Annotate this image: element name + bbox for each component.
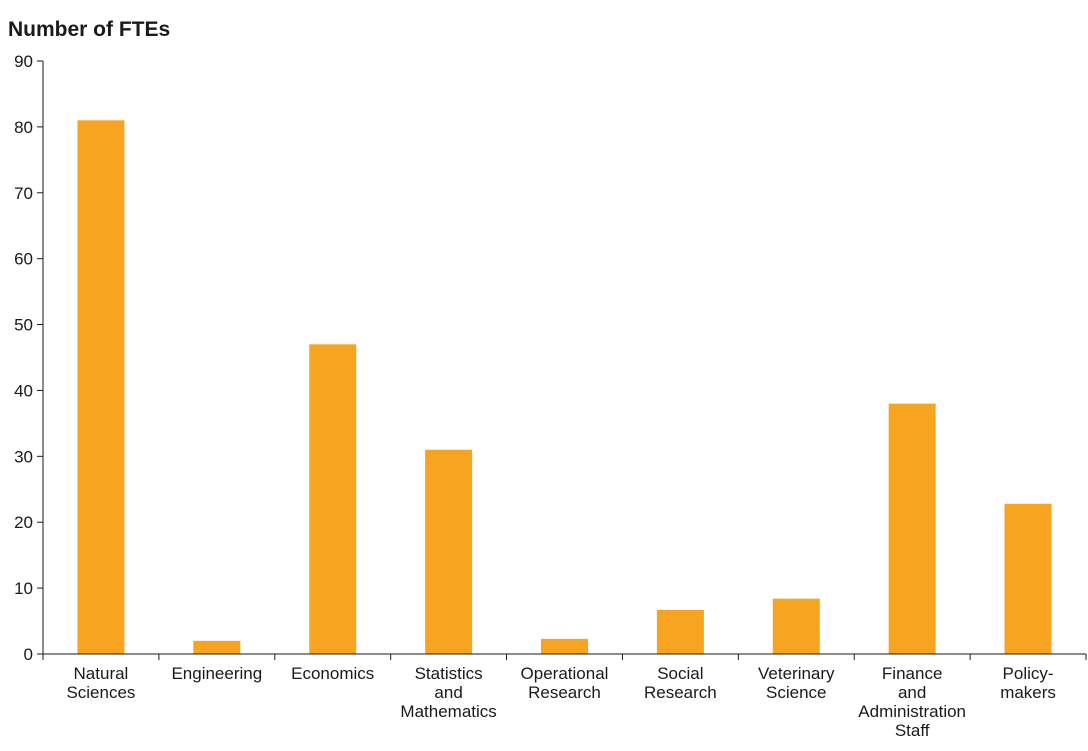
x-tick-label-4: Operational Research xyxy=(521,664,609,702)
bar-3 xyxy=(425,449,473,654)
bar-5 xyxy=(656,609,704,654)
y-tick-label-9: 90 xyxy=(14,52,33,71)
y-tick-label-1: 10 xyxy=(14,579,33,598)
x-tick-label-5: Social Research xyxy=(644,664,717,702)
bar-0 xyxy=(77,120,125,655)
y-tick-label-0: 0 xyxy=(24,645,33,664)
y-tick-label-4: 40 xyxy=(14,381,33,400)
bar-7 xyxy=(888,403,936,654)
x-tick-label-6: Veterinary Science xyxy=(758,664,835,702)
y-tick-label-5: 50 xyxy=(14,316,33,335)
y-tick-label-2: 20 xyxy=(14,513,33,532)
y-tick-label-7: 70 xyxy=(14,184,33,203)
x-tick-label-2: Economics xyxy=(291,664,374,683)
y-tick-label-8: 80 xyxy=(14,118,33,137)
x-tick-label-8: Policy-makers xyxy=(1000,664,1056,702)
bar-8 xyxy=(1004,503,1052,654)
x-axis: Natural Sciences Engineering Economics Stati… xyxy=(42,653,1087,740)
y-axis: 0 10 20 30 40 50 60 70 80 90 xyxy=(14,52,44,664)
bar-6 xyxy=(772,598,820,654)
bar-2 xyxy=(309,344,357,654)
bars-group xyxy=(77,120,1052,655)
x-tick-label-1: Engineering xyxy=(171,664,262,683)
x-tick-label-7: Finance and Administration Staff xyxy=(858,664,966,740)
bar-1 xyxy=(193,640,241,654)
y-axis-title: Number of FTEs xyxy=(8,18,170,41)
y-tick-label-6: 60 xyxy=(14,250,33,269)
bar-4 xyxy=(541,638,588,654)
x-tick-label-3: Statistics and Mathematics xyxy=(400,664,496,721)
y-tick-label-3: 30 xyxy=(14,447,33,466)
x-tick-label-0: Natural Sciences xyxy=(66,664,135,702)
